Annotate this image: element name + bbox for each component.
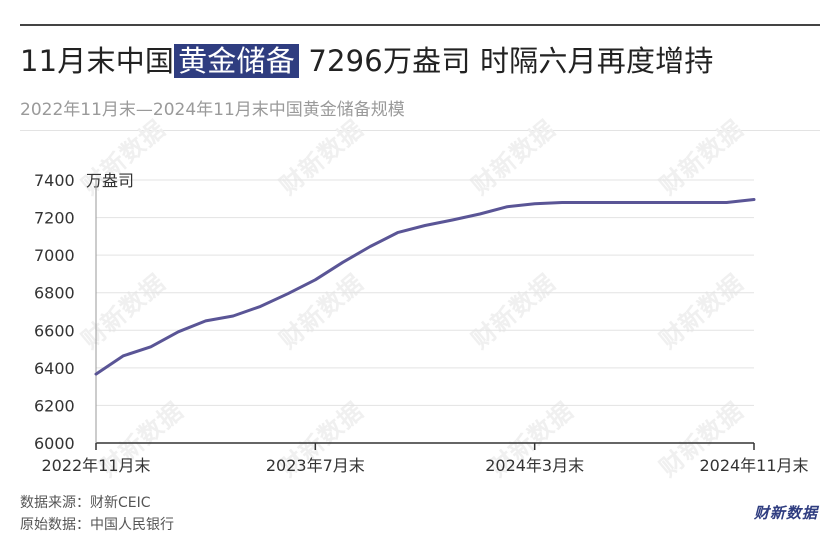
y-axis-unit: 万盎司 <box>86 171 134 190</box>
line-chart: 6000 6200 6400 6600 6800 7000 7200 7400 万盎司 2022年… <box>34 171 809 475</box>
x-tick-label: 2023年7月末 <box>266 456 365 475</box>
title-highlight: 黄金储备 <box>174 44 299 78</box>
title-suffix: 7296万盎司 时隔六月再度增持 <box>298 44 714 78</box>
original-source: 原始数据：中国人民银行 <box>20 517 174 533</box>
y-tick-label: 6600 <box>34 321 75 340</box>
brand-logo: 财新数据 <box>753 504 818 522</box>
x-tick-label: 2022年11月末 <box>41 456 150 475</box>
y-tick-label: 6200 <box>34 396 75 415</box>
y-tick-label: 6800 <box>34 284 75 303</box>
footer: 数据来源：财新CEIC 原始数据：中国人民银行 <box>20 492 174 536</box>
subtitle-rule <box>20 130 820 131</box>
y-tick-label: 7200 <box>34 209 75 228</box>
y-tick-label: 7000 <box>34 246 75 265</box>
x-tick-label: 2024年3月末 <box>485 456 584 475</box>
top-rule <box>20 24 820 26</box>
x-tick-label: 2024年11月末 <box>699 456 808 475</box>
series-line <box>94 198 756 376</box>
title-prefix: 11月末中国 <box>20 44 175 78</box>
y-tick-label: 6000 <box>34 434 75 453</box>
chart-subtitle: 2022年11月末—2024年11月末中国黄金储备规模 <box>20 100 405 120</box>
y-tick-label: 6400 <box>34 359 75 378</box>
data-source: 数据来源：财新CEIC <box>20 495 151 511</box>
chart-title: 11月末中国 黄金储备 7296万盎司 时隔六月再度增持 <box>20 38 714 80</box>
y-tick-label: 7400 <box>34 171 75 190</box>
